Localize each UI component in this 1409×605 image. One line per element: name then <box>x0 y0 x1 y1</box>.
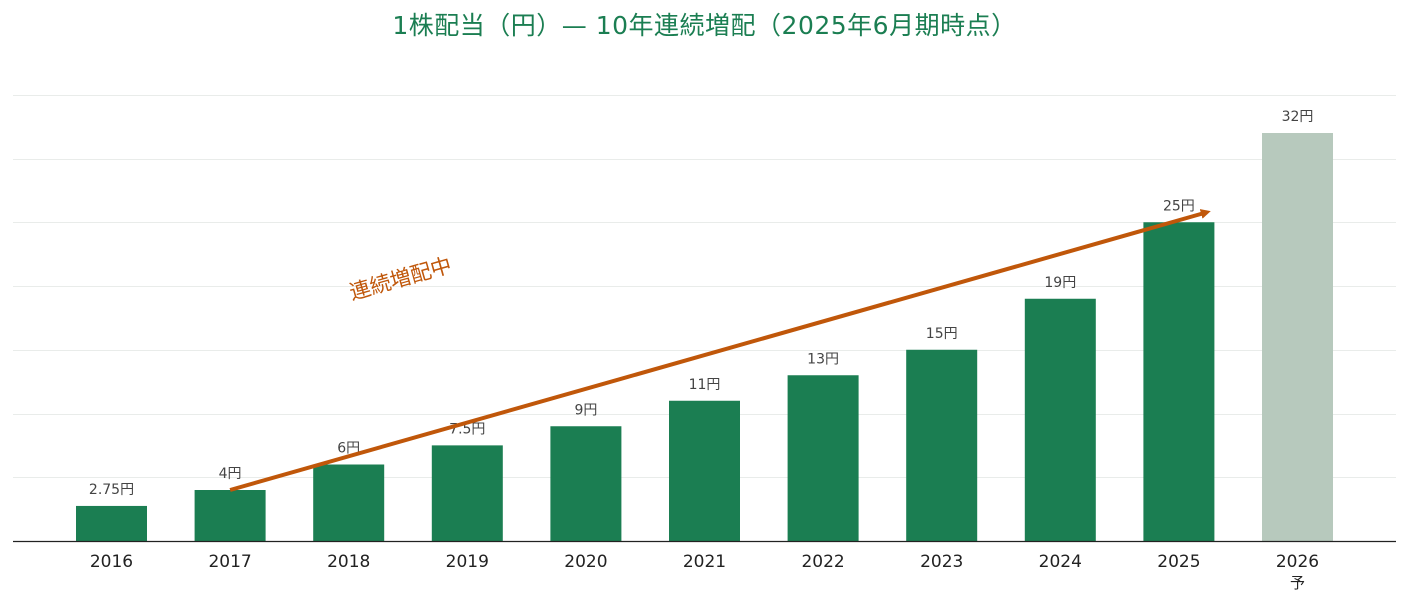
x-tick-label: 2026 <box>1276 552 1319 572</box>
bar-2016 <box>76 505 147 541</box>
bar-2026 <box>1262 133 1333 541</box>
trend-arrow <box>229 209 1211 492</box>
x-tick-label: 2024 <box>1039 552 1082 572</box>
bar-value-label: 11円 <box>689 377 721 393</box>
x-tick-label: 2023 <box>920 552 963 572</box>
chart-title: 1株配当（円）— 10年連続増配（2025年6月期時点） <box>392 11 1017 40</box>
bar-2017 <box>194 490 266 541</box>
bar-2025 <box>1143 222 1215 541</box>
bar-2023 <box>906 349 978 541</box>
bar-value-label: 4円 <box>219 466 242 482</box>
bar-value-label: 32円 <box>1282 109 1314 125</box>
x-tick-label: 2025 <box>1157 552 1200 572</box>
x-tick-label: 2022 <box>801 552 844 572</box>
bar-value-label: 9円 <box>574 402 597 418</box>
x-tick-label: 2021 <box>683 552 726 572</box>
bar-value-label: 2.75円 <box>89 482 134 498</box>
trend-annotation-label: 連続増配中 <box>347 253 455 305</box>
bar-value-label: 19円 <box>1044 275 1076 291</box>
bar-2020 <box>550 426 622 541</box>
x-tick-label: 2017 <box>208 552 251 572</box>
bar-value-label: 15円 <box>926 326 958 342</box>
bars <box>76 133 1333 541</box>
x-axis-ticks: 2016 2017 2018 2019 2020 2021 2022 2023 2024 2025… <box>90 552 1319 592</box>
bar-2021 <box>669 400 740 541</box>
x-tick-label: 2018 <box>327 552 370 572</box>
x-tick-sublabel: 予 <box>1290 574 1305 592</box>
x-tick-label: 2016 <box>90 552 133 572</box>
bar-value-label: 6円 <box>337 441 360 457</box>
x-tick-label: 2019 <box>446 552 489 572</box>
bar-value-label: 25円 <box>1163 198 1195 214</box>
bar-2018 <box>313 464 385 541</box>
bar-2024 <box>1024 298 1096 541</box>
x-tick-label: 2020 <box>564 552 607 572</box>
bar-2022 <box>787 375 859 541</box>
bar-2019 <box>431 445 503 541</box>
bar-value-label: 13円 <box>807 351 839 367</box>
